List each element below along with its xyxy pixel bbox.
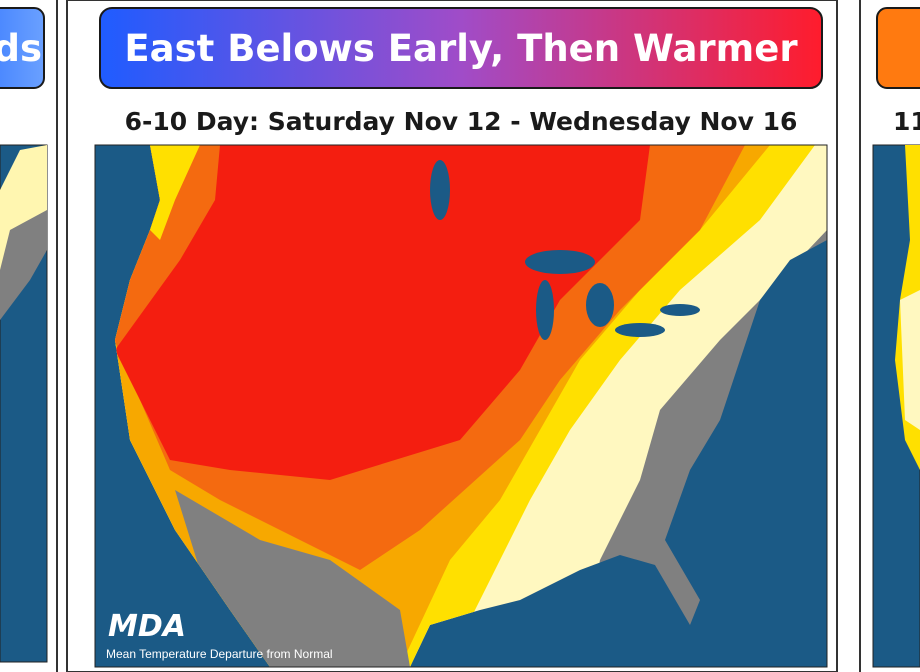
title-box — [99, 7, 823, 89]
panel-title: ds — [0, 27, 42, 70]
right-panel: 11 — [859, 0, 920, 672]
map-caption: Mean Temperature Departure from Normal — [106, 647, 333, 661]
title-box — [0, 7, 45, 89]
panel-subtitle: 11 — [893, 107, 920, 136]
center-panel: East Belows Early, Then Warmer 6-10 Day:… — [66, 0, 838, 672]
logo: MDA — [108, 609, 186, 644]
left-panel: ds — [0, 0, 58, 672]
title-box — [876, 7, 920, 89]
panel-title: East Belows Early, Then Warmer — [124, 27, 798, 70]
panel-subtitle: 6-10 Day: Saturday Nov 12 - Wednesday No… — [125, 107, 798, 136]
temperature-map: MDA Mean Temperature Departure from Norm… — [95, 145, 827, 667]
